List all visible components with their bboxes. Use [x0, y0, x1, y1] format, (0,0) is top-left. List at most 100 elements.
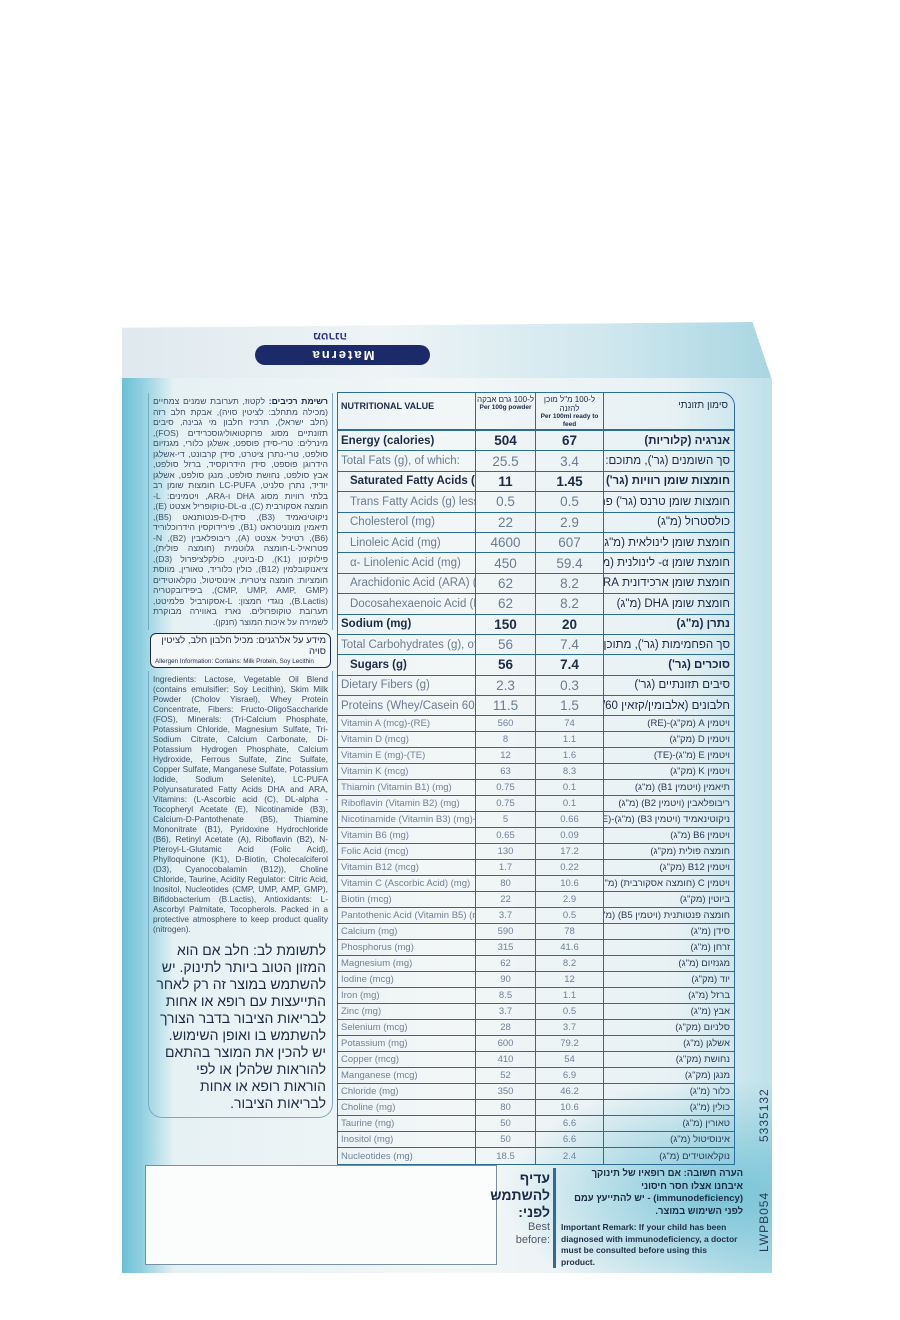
nutrient-name-hebrew: ויטמין B12 (מק"ג): [659, 862, 730, 874]
nutrient-name-english: Biotin (mcg): [338, 892, 476, 908]
nutrient-name-english: Vitamin B6 (mg): [338, 828, 476, 844]
value-per-100g: 0.75: [476, 796, 536, 812]
brand-logo: Materna: [255, 345, 430, 365]
value-per-100g: 50: [476, 1116, 536, 1132]
value-per-100ml: 74: [536, 716, 604, 732]
value-per-100ml: 2.9: [536, 512, 604, 532]
batch-code: LWPB054: [757, 1191, 771, 1252]
nutrition-row: Pantothenic Acid (Vitamin B5) (mg) 3.7 0.5…: [338, 908, 734, 925]
best-before-english: Best before:: [515, 1221, 550, 1246]
nutrient-name-english: Energy (calories): [338, 431, 476, 451]
header-per-100ml: ל-100 מ"ל מוכן להזנה Per 100ml ready to f…: [536, 393, 604, 429]
nutrient-name-hebrew: ויטמין C (חומצה אסקורבית) (מ"ג): [604, 878, 730, 890]
value-per-100ml: 6.6: [536, 1132, 604, 1148]
nutrition-row: Magnesium (mg) 62 8.2 מגנזיום (מ"ג): [338, 956, 734, 973]
value-per-100g: 504: [476, 431, 536, 451]
nutrition-row: Vitamin K (mcg) 63 8.3 ויטמין K (מק"ג): [338, 764, 734, 781]
value-per-100g: 8.5: [476, 988, 536, 1004]
value-per-100ml: 0.09: [536, 828, 604, 844]
value-per-100ml: 7.4: [536, 634, 604, 655]
allergen-english: Allergen Information: Contains: Milk Pro…: [155, 658, 314, 665]
ingredients-column: רשימת רכיבים: לקטוז, תערובת שמנים צמחיים…: [148, 393, 333, 1118]
nutrition-row: Zinc (mg) 3.7 0.5 אבץ (מ"ג): [338, 1004, 734, 1021]
nutrient-name-hebrew: חומצת שומן α- לינולנית (מ"ג): [604, 557, 730, 570]
nutrient-name-hebrew: חומצת שומן DHA (מ"ג): [616, 597, 730, 610]
value-per-100ml: 8.2: [536, 573, 604, 594]
nutrient-name-hebrew: יוד (מק"ג): [691, 974, 730, 986]
nutrient-name-english: Cholesterol (mg): [338, 512, 476, 532]
value-per-100g: 590: [476, 924, 536, 940]
nutrient-name-english: Thiamin (Vitamin B1) (mg): [338, 780, 476, 796]
nutrition-row: Selenium (mcg) 28 3.7 סלניום (מק"ג): [338, 1020, 734, 1037]
nutrition-row: Sodium (mg) 150 20 נתרן (מ"ג): [338, 614, 734, 635]
nutrition-row: Calcium (mg) 590 78 סידן (מ"ג): [338, 924, 734, 941]
ingredients-english: Ingredients: Lactose, Vegetable Oil Blen…: [148, 671, 333, 937]
value-per-100g: 12: [476, 748, 536, 764]
best-before-hebrew: עדיף להשתמש לפני:: [490, 1170, 550, 1220]
header-per-100g: ל-100 גרם אבקה Per 100g powder: [476, 393, 536, 429]
value-per-100ml: 46.2: [536, 1084, 604, 1100]
per-100ml-english: Per 100ml ready to feed: [540, 413, 599, 428]
value-per-100ml: 3.4: [536, 451, 604, 471]
value-per-100g: 3.7: [476, 908, 536, 924]
ingredients-title: רשימת רכיבים:: [268, 396, 329, 406]
value-per-100ml: 54: [536, 1052, 604, 1068]
nutrient-name-english: Total Fats (g), of which:: [338, 451, 476, 471]
nutrient-name-hebrew: ויטמין D (מק"ג): [669, 734, 730, 746]
nutrient-name-english: Linoleic Acid (mg): [338, 532, 476, 553]
nutrient-name-hebrew: סוכרים (גר'): [668, 658, 730, 671]
value-per-100g: 62: [476, 956, 536, 972]
nutrient-name-hebrew: סיבים תזונתיים (גר'): [634, 679, 730, 692]
value-per-100ml: 20: [536, 614, 604, 634]
value-per-100ml: 8.2: [536, 956, 604, 972]
nutrition-row: Vitamin B12 (mcg) 1.7 0.22 ויטמין B12 (מק"ג…: [338, 860, 734, 877]
value-per-100g: 18.5: [476, 1148, 536, 1165]
nutrient-name-english: Zinc (mg): [338, 1004, 476, 1020]
nutrient-name-hebrew: נחושת (מק"ג): [675, 1054, 730, 1066]
box-back-panel: [122, 378, 772, 1273]
nutrient-name-hebrew: סידן (מ"ג): [690, 926, 730, 938]
nutrient-name-hebrew: חומצות שומן רוויות (גר'): [605, 475, 730, 488]
nutrient-name-english: Potassium (mg): [338, 1036, 476, 1052]
nutrient-name-hebrew: אבץ (מ"ג): [690, 1006, 730, 1018]
value-per-100ml: 67: [536, 431, 604, 451]
value-per-100g: 3.7: [476, 1004, 536, 1020]
remark-english: Important Remark: If your child has been…: [561, 1222, 738, 1267]
nutrient-name-hebrew: ריבופלאבין (ויטמין B2) (מ"ג): [618, 798, 730, 810]
value-per-100ml: 0.1: [536, 796, 604, 812]
value-per-100ml: 8.2: [536, 594, 604, 614]
value-per-100g: 56: [476, 634, 536, 655]
nutrition-row: Taurine (mg) 50 6.6 טאורין (מ"ג): [338, 1116, 734, 1133]
nutrition-row: Chloride (mg) 350 46.2 כלור (מ"ג): [338, 1084, 734, 1101]
nutrient-name-english: Calcium (mg): [338, 924, 476, 940]
nutrient-name-english: Iodine (mcg): [338, 972, 476, 988]
nutrient-name-hebrew: כלור (מ"ג): [689, 1086, 730, 1098]
nutrient-name-hebrew: כולין (מ"ג): [689, 1102, 730, 1114]
nutrient-name-hebrew: סך הפחמימות (גר'), מתוכן:: [604, 638, 730, 651]
value-per-100ml: 1.1: [536, 732, 604, 748]
nutrition-row: Nucleotides (mg) 18.5 2.4 נוקלאוטידים (מ"ג): [338, 1148, 734, 1165]
nutrition-row: Vitamin B6 (mg) 0.65 0.09 ויטמין B6 (מ"ג): [338, 828, 734, 845]
nutrition-row: Copper (mcg) 410 54 נחושת (מק"ג): [338, 1052, 734, 1069]
nutrition-row: Choline (mg) 80 10.6 כולין (מ"ג): [338, 1100, 734, 1117]
value-per-100ml: 10.6: [536, 1100, 604, 1116]
nutrient-name-english: Saturated Fatty Acids (g): [338, 471, 476, 492]
nutrient-name-english: Sodium (mg): [338, 614, 476, 634]
value-per-100g: 63: [476, 764, 536, 780]
remark-hebrew: הערה חשובה: אם רופאיו של תינוקך איבחנו א…: [574, 1168, 743, 1217]
nutrition-row: Trans Fatty Acids (g) less than-0.50.5חו…: [338, 492, 734, 513]
nutrient-name-hebrew: מגנזיום (מ"ג): [678, 958, 730, 970]
nutrient-name-hebrew: ויטמין A (מק"ג)-(RE): [647, 718, 730, 730]
nutrient-name-hebrew: אשלגן (מ"ג): [683, 1038, 730, 1050]
nutrient-name-hebrew: זרחן (מ"ג): [690, 942, 730, 954]
important-remark: הערה חשובה: אם רופאיו של תינוקך איבחנו א…: [553, 1168, 743, 1268]
value-per-100ml: 1.5: [536, 696, 604, 716]
nutrient-name-english: Docosahexaenoic Acid (DHA) (mg): [338, 594, 476, 614]
value-per-100g: 5: [476, 812, 536, 828]
value-per-100ml: 0.5: [536, 908, 604, 924]
value-per-100g: 80: [476, 876, 536, 892]
nutrient-name-hebrew: ביוטין (מק"ג): [679, 894, 730, 906]
value-per-100g: 410: [476, 1052, 536, 1068]
nutrition-row: Total Fats (g), of which: 25.5 3.4 סך השומנ…: [338, 451, 734, 472]
value-per-100g: 22: [476, 892, 536, 908]
